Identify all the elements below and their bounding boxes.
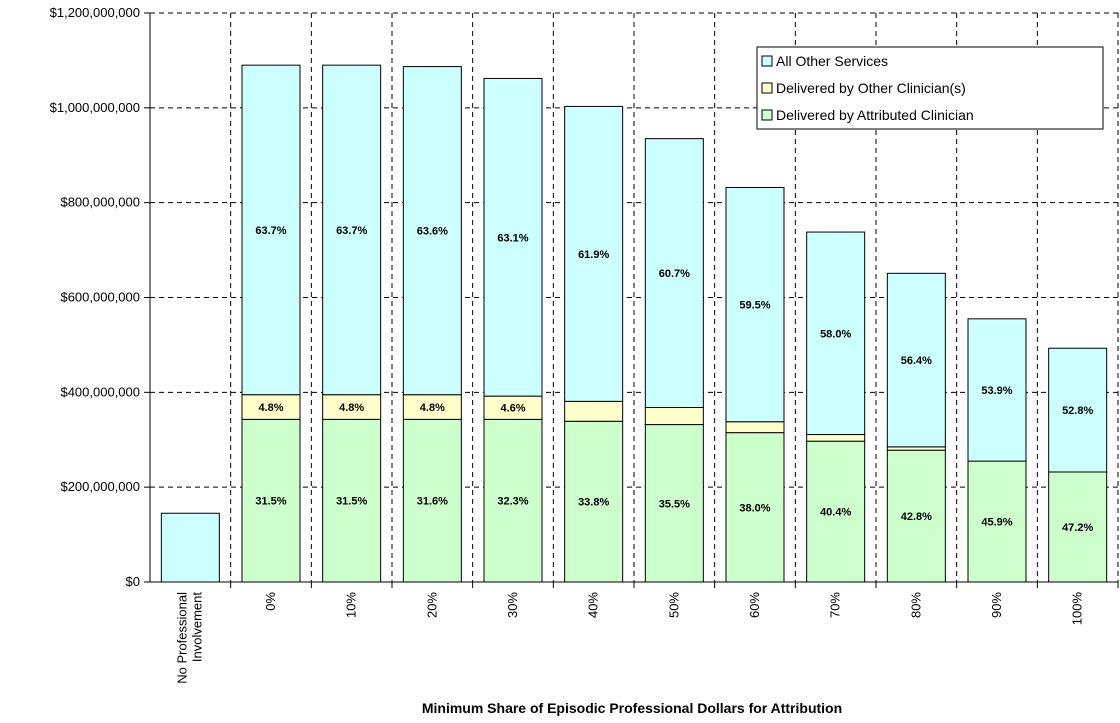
data-label: 60.7%: [659, 268, 690, 280]
data-label: 42.8%: [901, 511, 932, 523]
data-label: 31.6%: [417, 496, 448, 508]
bar-segment-2: [322, 394, 382, 420]
bar-segment-3: [322, 64, 382, 396]
bar-segment-2: [564, 400, 624, 422]
x-tick-labels: No ProfessionalInvolvement 0% 10% 20% 30% 40%…: [174, 592, 1084, 684]
data-label: 53.9%: [981, 385, 1012, 397]
legend-label: All Other Services: [776, 53, 888, 69]
data-label: 4.8%: [420, 402, 445, 414]
y-tick-label: $0: [126, 574, 140, 589]
bar-segment-1: [725, 432, 785, 583]
x-tick-label: 50%: [666, 592, 681, 618]
y-tick-label: $1,000,000,000: [50, 100, 140, 115]
x-tick-label: 30%: [505, 592, 520, 618]
x-tick-label: 70%: [828, 592, 843, 618]
y-tick-label: $800,000,000: [60, 195, 140, 210]
bar-segment-1: [402, 418, 462, 583]
data-label: 4.8%: [258, 402, 283, 414]
data-label: 4.6%: [500, 403, 525, 415]
x-tick-label: 90%: [989, 592, 1004, 618]
bar-segment-1: [564, 420, 624, 583]
data-label: 45.9%: [981, 517, 1012, 529]
data-label: 40.4%: [820, 507, 851, 519]
bar-segment-1: [806, 440, 866, 583]
x-tick-label: 0%: [263, 592, 278, 611]
legend-swatch: [761, 55, 773, 67]
axes: [144, 12, 1119, 588]
bar-segment-2: [806, 434, 866, 442]
y-tick-label: $600,000,000: [60, 290, 140, 305]
bar-segment-3: [725, 186, 785, 423]
data-label: 63.7%: [255, 225, 286, 237]
y-tick-label: $200,000,000: [60, 479, 140, 494]
data-label: 63.1%: [497, 232, 528, 244]
x-tick-label: 100%: [1070, 592, 1085, 626]
data-label: 63.7%: [336, 225, 367, 237]
data-label: 4.8%: [339, 402, 364, 414]
bar-segment-2: [725, 421, 785, 434]
data-label: 52.8%: [1062, 405, 1093, 417]
x-axis-title: Minimum Share of Episodic Professional D…: [422, 700, 842, 716]
bar-segment-3: [886, 272, 946, 448]
bar-segment-3: [806, 231, 866, 436]
bar-segment-2: [402, 394, 462, 420]
data-label: 35.5%: [659, 498, 690, 510]
bar-segment-3: [160, 512, 220, 583]
x-tick-label: 10%: [344, 592, 359, 618]
legend-swatch: [761, 82, 773, 94]
bar-segment-3: [241, 64, 301, 396]
x-tick-label: 20%: [424, 592, 439, 618]
bars: 31.5% 4.8% 63.7% 31.5% 4.8% 63.7% 31.6% 4.8% 63.…: [160, 64, 1108, 583]
x-tick-label: 60%: [747, 592, 762, 618]
bar-segment-3: [644, 138, 704, 409]
data-label: 31.5%: [255, 496, 286, 508]
y-tick-label: $1,200,000,000: [50, 5, 140, 20]
y-tick-labels: $0 $200,000,000 $400,000,000 $600,000,000 $8…: [50, 5, 140, 589]
data-label: 58.0%: [820, 328, 851, 340]
data-label: 33.8%: [578, 497, 609, 509]
bar-segment-3: [483, 77, 543, 397]
x-tick-label: No ProfessionalInvolvement: [174, 592, 204, 684]
legend-box: [756, 46, 1104, 130]
bar-segment-1: [644, 424, 704, 583]
bar-segment-3: [402, 66, 462, 396]
bar-segment-3: [1048, 347, 1108, 473]
data-label: 61.9%: [578, 249, 609, 261]
data-label: 63.6%: [417, 226, 448, 238]
data-label: 47.2%: [1062, 522, 1093, 534]
x-tick-label: 80%: [908, 592, 923, 618]
data-label: 38.0%: [739, 502, 770, 514]
bar-segment-1: [886, 449, 946, 583]
legend-swatch: [761, 109, 773, 121]
bar-segment-2: [644, 407, 704, 426]
y-tick-label: $400,000,000: [60, 384, 140, 399]
data-label: 56.4%: [901, 355, 932, 367]
x-tick-label: 40%: [586, 592, 601, 618]
legend: All Other Services Delivered by Other Cli…: [756, 46, 1104, 130]
bar-segment-1: [483, 418, 543, 583]
legend-label: Delivered by Other Clinician(s): [776, 80, 966, 96]
legend-label: Delivered by Attributed Clinician: [776, 107, 974, 123]
data-label: 59.5%: [739, 300, 770, 312]
bar-segment-3: [564, 105, 624, 402]
data-label: 31.5%: [336, 496, 367, 508]
bar-segment-3: [967, 318, 1027, 462]
data-label: 32.3%: [497, 496, 528, 508]
bar-segment-1: [967, 460, 1027, 583]
